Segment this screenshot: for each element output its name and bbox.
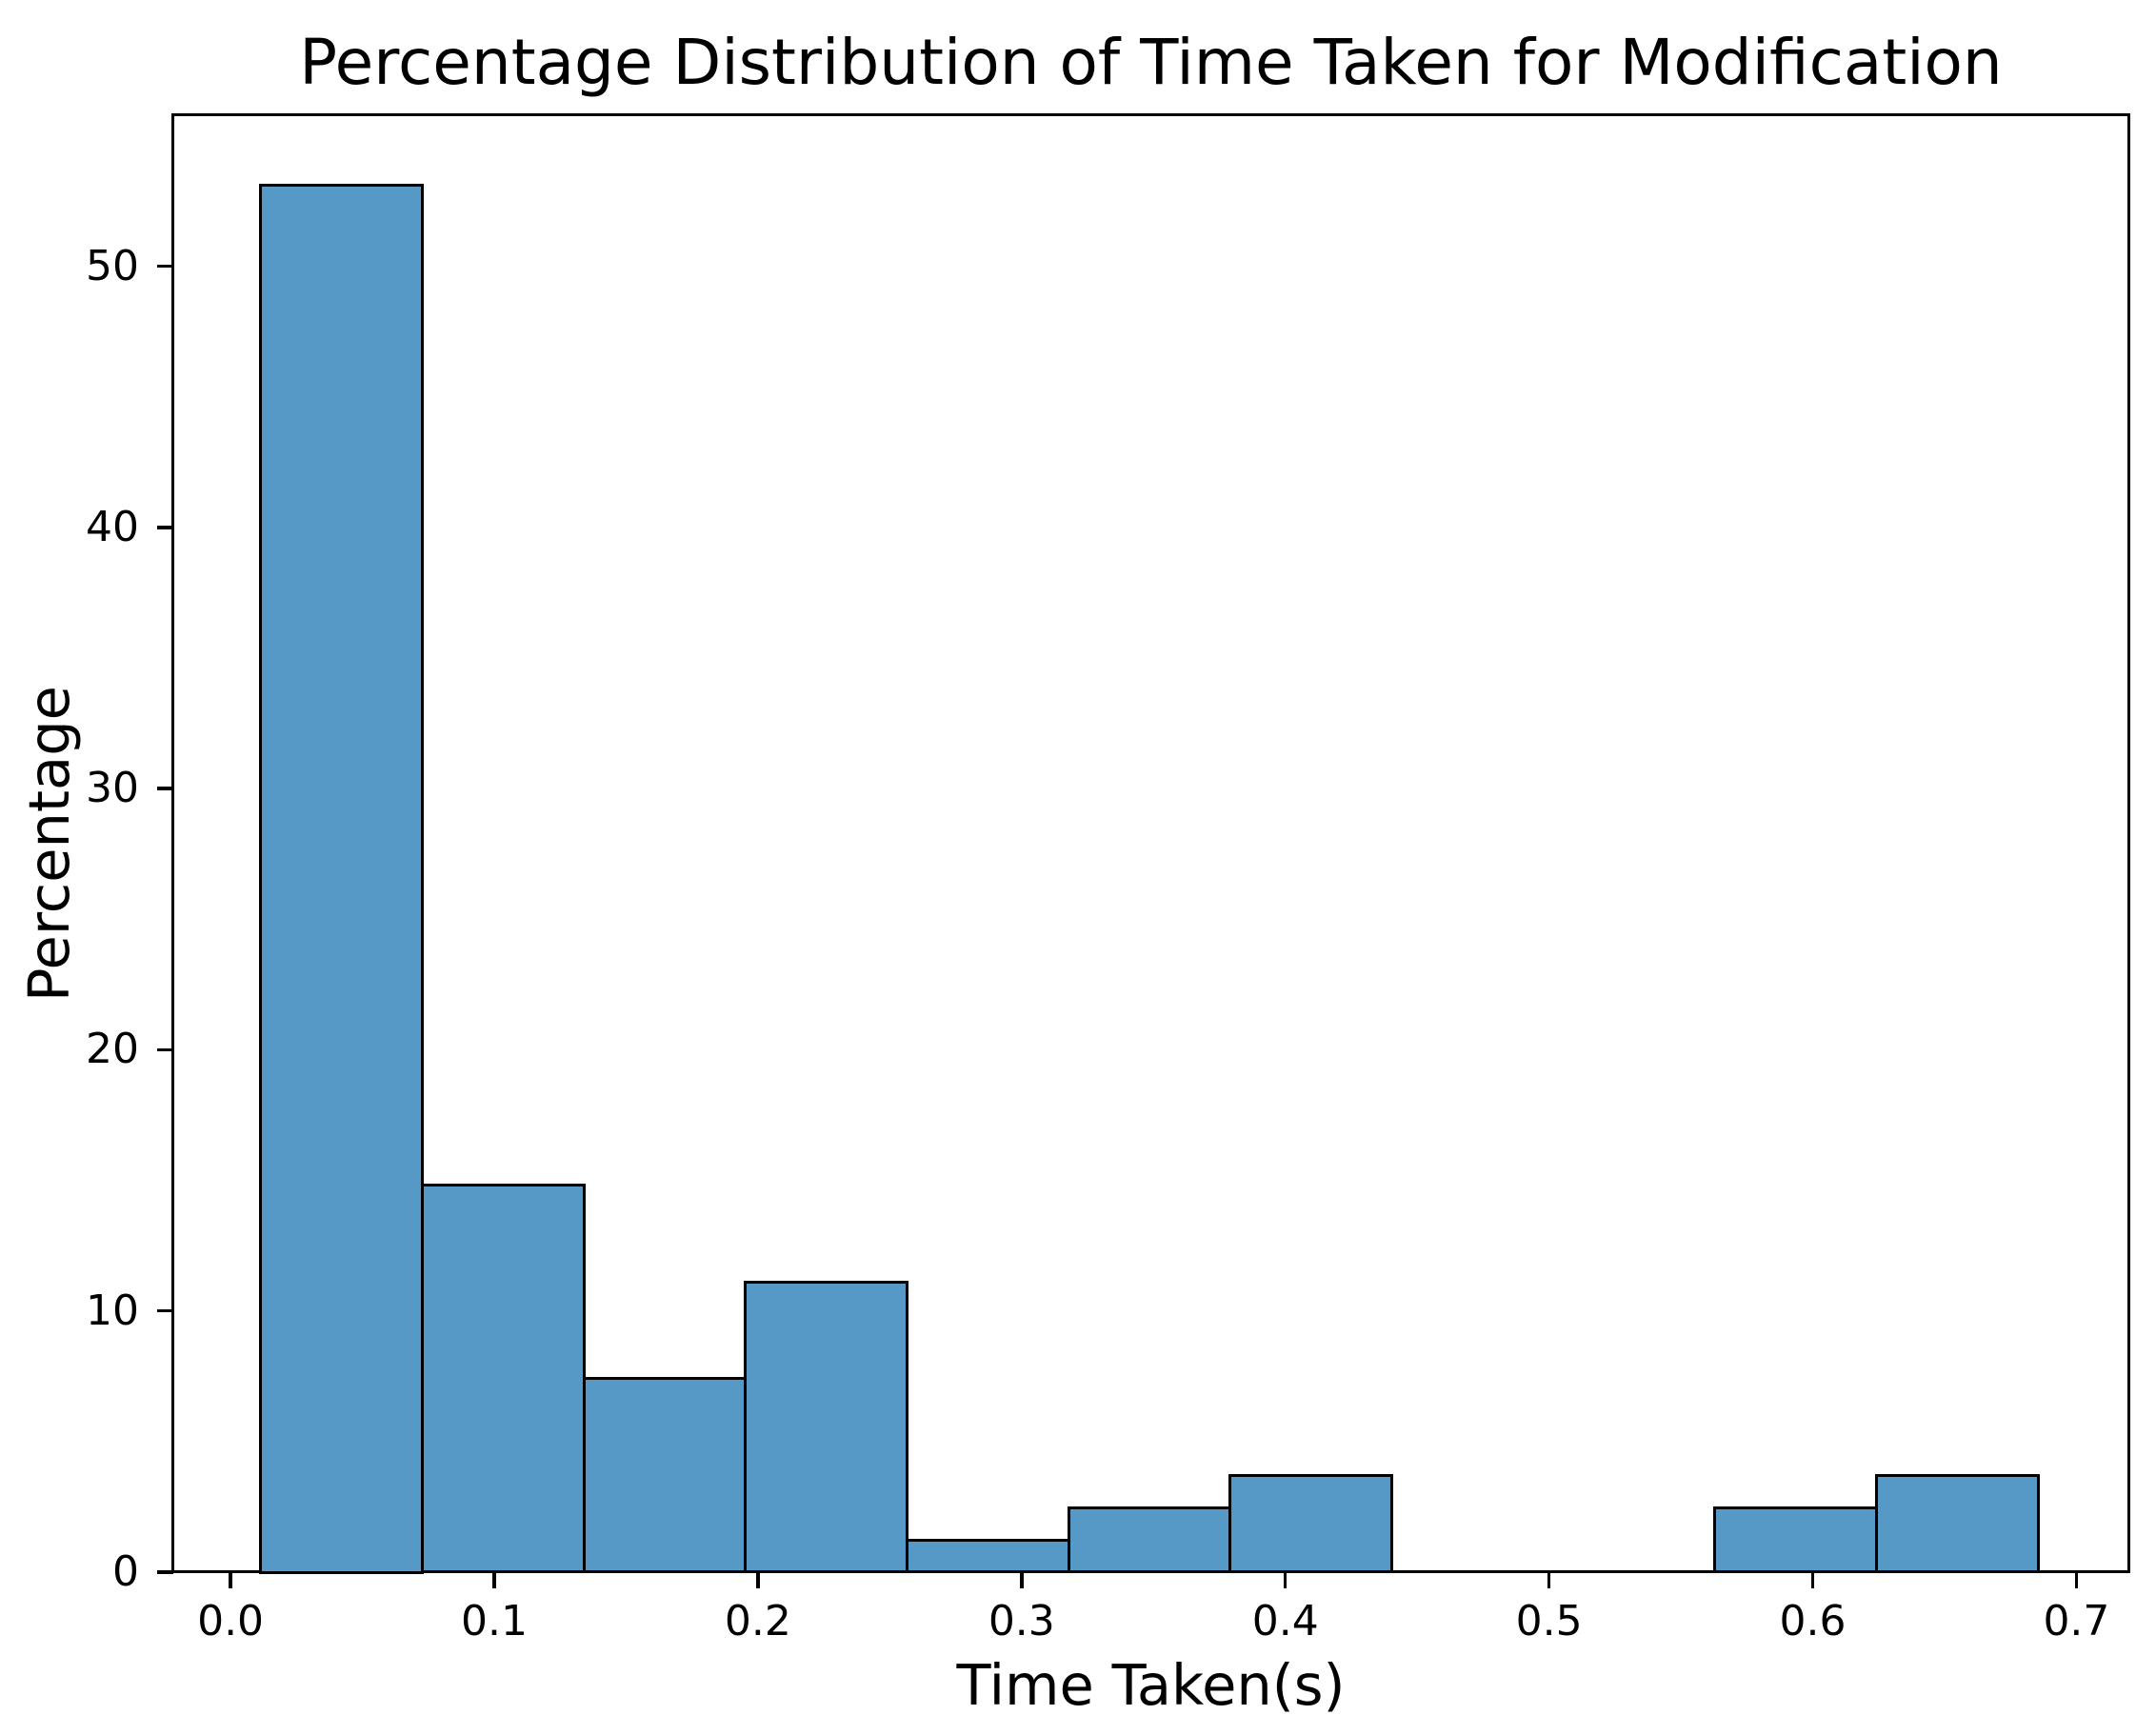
x-tick-label: 0.3 bbox=[988, 1597, 1055, 1645]
histogram-bar bbox=[906, 1538, 1070, 1574]
histogram-bar bbox=[1067, 1506, 1232, 1574]
x-tick-label: 0.7 bbox=[2043, 1597, 2110, 1645]
x-tick-mark bbox=[229, 1572, 232, 1588]
histogram-bar bbox=[1713, 1506, 1879, 1574]
y-tick-label: 10 bbox=[86, 1286, 139, 1335]
y-axis-label: Percentage bbox=[15, 686, 82, 1002]
histogram-bar bbox=[744, 1280, 909, 1574]
y-tick-label: 0 bbox=[112, 1547, 139, 1596]
x-tick-mark bbox=[492, 1572, 496, 1588]
y-tick-mark bbox=[157, 264, 173, 269]
y-tick-mark bbox=[157, 1570, 173, 1574]
y-tick-mark bbox=[157, 1308, 173, 1313]
y-tick-mark bbox=[157, 1047, 173, 1052]
histogram-bar bbox=[259, 184, 425, 1574]
histogram-bar bbox=[582, 1377, 748, 1574]
x-tick-label: 0.0 bbox=[197, 1597, 265, 1645]
x-tick-mark bbox=[1547, 1572, 1551, 1588]
x-tick-mark bbox=[2074, 1572, 2079, 1588]
y-tick-label: 40 bbox=[86, 502, 139, 551]
y-tick-mark bbox=[157, 526, 173, 529]
histogram-bar bbox=[421, 1184, 586, 1574]
x-tick-mark bbox=[756, 1572, 760, 1588]
x-tick-mark bbox=[1283, 1572, 1288, 1588]
x-tick-label: 0.2 bbox=[724, 1597, 791, 1645]
x-tick-mark bbox=[1020, 1572, 1024, 1588]
y-tick-label: 30 bbox=[86, 764, 139, 813]
x-tick-label: 0.6 bbox=[1779, 1597, 1847, 1645]
x-axis-label: Time Taken(s) bbox=[956, 1652, 1346, 1718]
x-tick-label: 0.5 bbox=[1515, 1597, 1583, 1645]
chart-title: Percentage Distribution of Time Taken fo… bbox=[299, 26, 2003, 99]
x-tick-mark bbox=[1810, 1572, 1815, 1588]
histogram-bar bbox=[1875, 1474, 2040, 1574]
y-tick-label: 50 bbox=[86, 241, 139, 290]
y-tick-label: 20 bbox=[86, 1025, 139, 1074]
histogram-bar bbox=[1228, 1474, 1394, 1574]
y-tick-mark bbox=[157, 787, 173, 790]
x-tick-label: 0.1 bbox=[460, 1597, 528, 1645]
x-tick-label: 0.4 bbox=[1251, 1597, 1319, 1645]
